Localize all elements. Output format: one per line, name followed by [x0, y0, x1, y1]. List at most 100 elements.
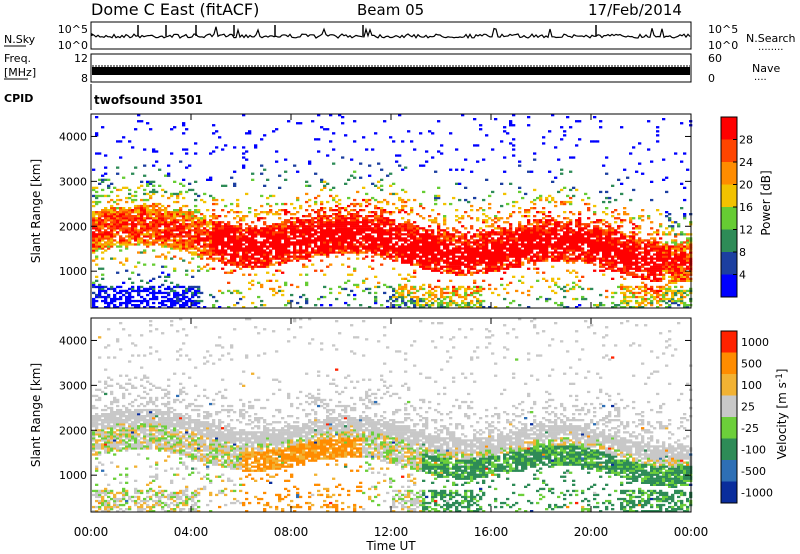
- range-time-cell: [557, 243, 561, 246]
- range-time-cell: [164, 217, 168, 220]
- range-time-cell: [455, 231, 459, 234]
- range-time-cell: [200, 239, 204, 242]
- range-time-cell: [275, 239, 279, 242]
- range-time-cell: [242, 253, 246, 256]
- range-time-cell: [473, 271, 477, 274]
- range-time-cell: [473, 249, 477, 252]
- range-time-cell: [353, 227, 357, 230]
- range-time-cell: [497, 293, 501, 297]
- range-time-cell: [368, 164, 372, 167]
- range-time-cell: [455, 267, 459, 270]
- range-time-cell: [317, 217, 321, 220]
- range-time-cell: [131, 172, 135, 175]
- range-time-cell: [296, 285, 300, 289]
- range-time-cell: [146, 122, 150, 125]
- range-time-cell: [371, 223, 375, 226]
- range-time-cell: [305, 221, 309, 224]
- range-time-cell: [440, 304, 444, 307]
- range-time-cell: [572, 249, 576, 252]
- range-time-cell: [155, 202, 159, 206]
- range-time-cell: [155, 237, 159, 240]
- range-time-cell: [548, 233, 552, 236]
- range-time-cell: [578, 233, 582, 236]
- range-time-cell: [224, 184, 228, 187]
- range-time-cell: [407, 291, 411, 295]
- range-time-cell: [596, 251, 600, 254]
- range-time-cell: [515, 241, 519, 244]
- range-time-cell: [239, 247, 243, 250]
- range-time-cell: [194, 211, 198, 214]
- range-time-cell: [452, 265, 456, 268]
- range-time-cell: [251, 243, 255, 246]
- range-time-cell: [224, 249, 228, 252]
- range-time-cell: [128, 192, 132, 196]
- range-time-cell: [212, 245, 216, 248]
- range-time-cell: [164, 257, 168, 260]
- range-time-cell: [323, 235, 327, 238]
- range-time-cell: [203, 243, 207, 246]
- range-time-cell: [239, 223, 243, 226]
- range-time-cell: [116, 241, 120, 244]
- range-time-cell: [518, 235, 522, 238]
- range-time-cell: [392, 249, 396, 252]
- range-time-cell: [302, 215, 306, 218]
- range-time-cell: [299, 221, 303, 224]
- range-time-cell: [122, 207, 126, 210]
- range-time-cell: [161, 194, 165, 198]
- range-time-cell: [548, 297, 552, 301]
- range-time-cell: [464, 293, 468, 297]
- range-time-cell: [197, 306, 201, 309]
- range-time-cell: [296, 227, 300, 230]
- range-time-cell: [215, 217, 219, 220]
- range-time-cell: [488, 257, 492, 260]
- range-time-cell: [497, 225, 501, 228]
- range-time-cell: [380, 231, 384, 234]
- range-time-cell: [404, 261, 408, 264]
- range-time-cell: [155, 241, 159, 244]
- range-time-cell: [92, 291, 96, 295]
- range-time-cell: [410, 275, 414, 278]
- range-time-cell: [116, 211, 120, 214]
- range-time-cell: [140, 233, 144, 236]
- range-time-cell: [638, 239, 642, 242]
- range-time-cell: [602, 304, 606, 307]
- range-time-cell: [173, 217, 177, 220]
- range-time-cell: [266, 271, 270, 274]
- range-time-cell: [119, 295, 123, 299]
- range-time-cell: [392, 267, 396, 270]
- range-time-cell: [638, 142, 642, 145]
- range-time-cell: [212, 198, 216, 202]
- range-time-cell: [398, 239, 402, 242]
- range-time-cell: [320, 217, 324, 220]
- range-time-cell: [386, 251, 390, 254]
- range-time-cell: [533, 225, 537, 228]
- range-time-cell: [191, 211, 195, 214]
- range-time-cell: [377, 186, 381, 189]
- range-time-cell: [296, 241, 300, 244]
- range-time-cell: [647, 291, 651, 295]
- range-time-cell: [284, 257, 288, 260]
- range-time-cell: [194, 198, 198, 202]
- range-time-cell: [575, 283, 579, 287]
- range-time-cell: [554, 257, 558, 260]
- range-time-cell: [485, 255, 489, 258]
- range-time-cell: [233, 269, 237, 272]
- range-time-cell: [527, 249, 531, 252]
- range-time-cell: [464, 251, 468, 254]
- range-time-cell: [209, 249, 213, 252]
- range-time-cell: [437, 297, 441, 301]
- range-time-cell: [122, 219, 126, 222]
- range-time-cell: [92, 247, 96, 250]
- range-time-cell: [401, 293, 405, 297]
- range-time-cell: [449, 257, 453, 260]
- range-time-cell: [557, 221, 561, 224]
- range-time-cell: [278, 223, 282, 226]
- range-time-cell: [440, 253, 444, 256]
- range-time-cell: [368, 247, 372, 250]
- range-time-cell: [620, 225, 624, 228]
- range-time-cell: [473, 257, 477, 260]
- range-time-cell: [260, 285, 264, 289]
- range-time-cell: [152, 293, 156, 297]
- range-time-cell: [272, 287, 276, 291]
- range-time-cell: [605, 267, 609, 270]
